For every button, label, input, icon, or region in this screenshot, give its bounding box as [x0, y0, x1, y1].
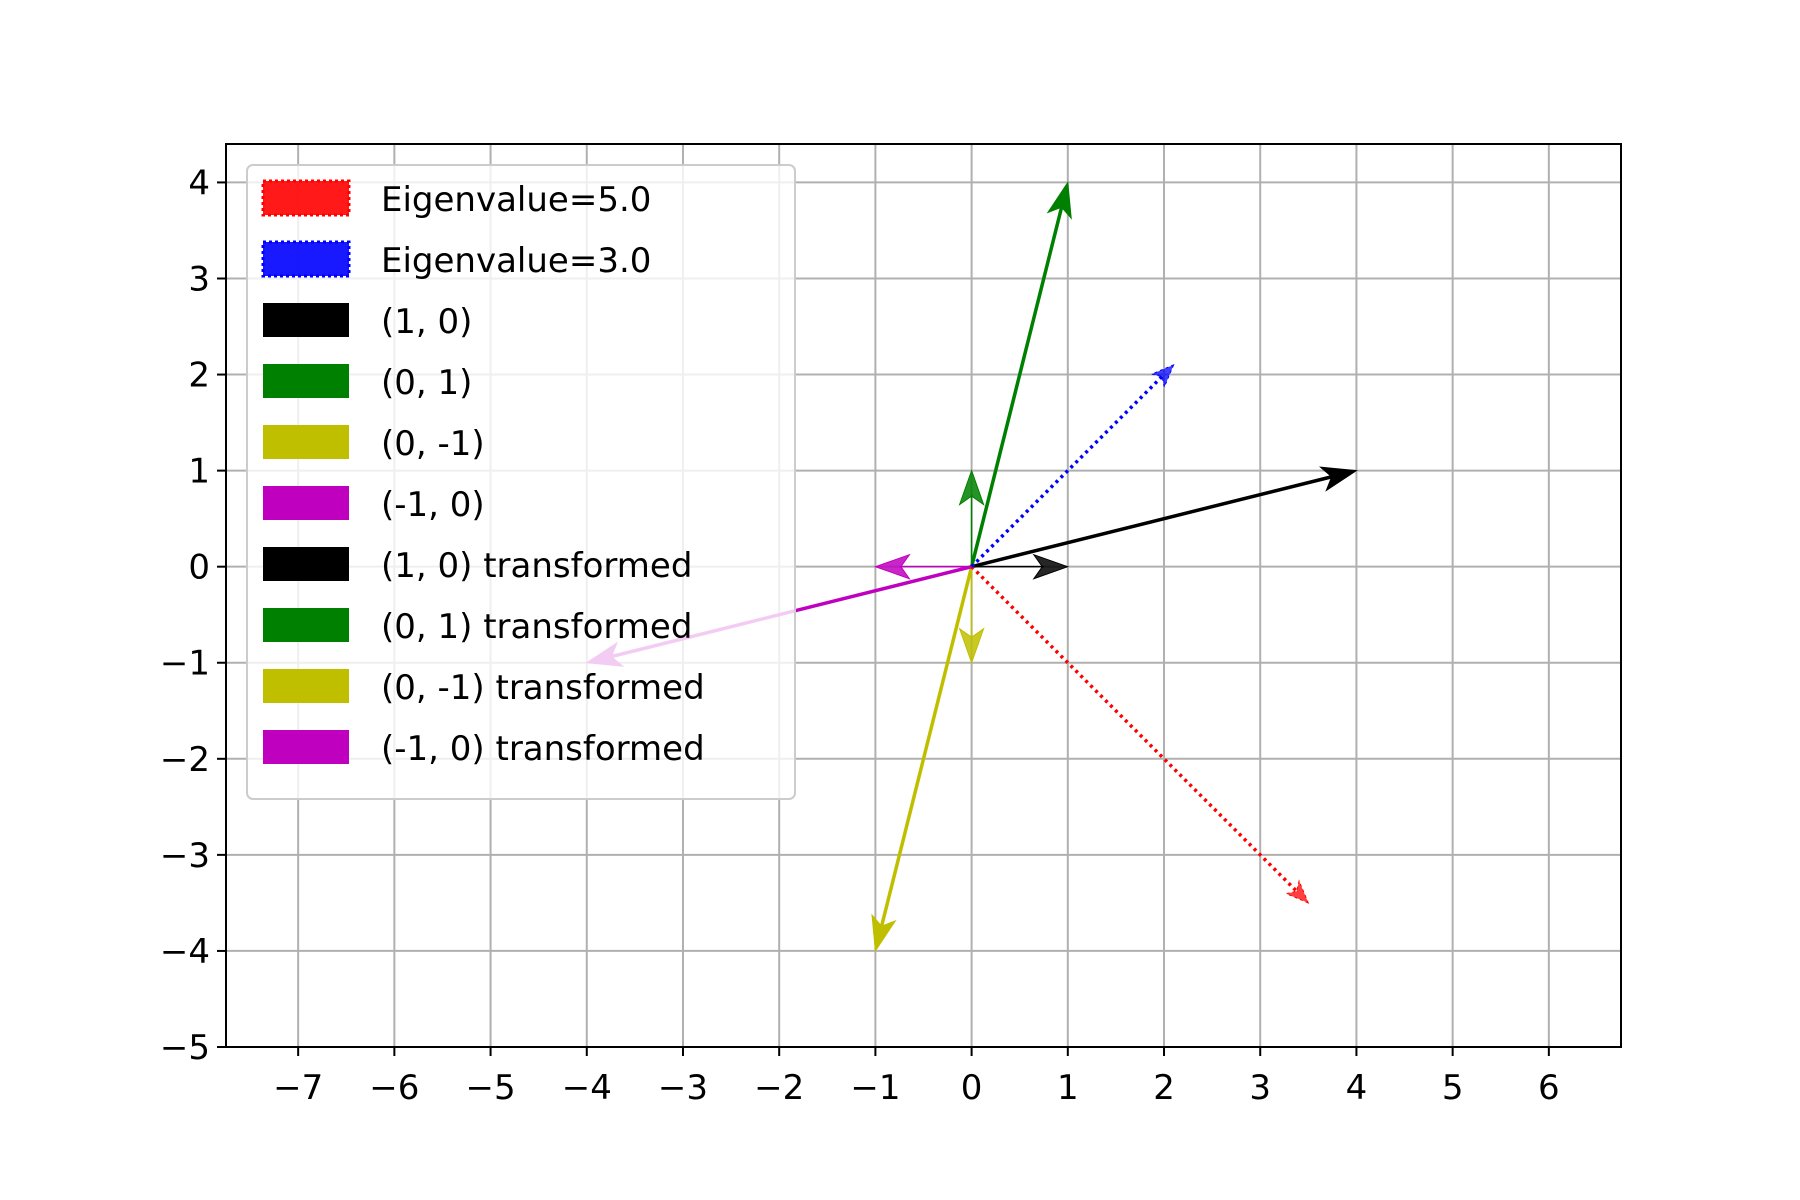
- x-tick-label: −1: [850, 1068, 900, 1108]
- x-tick-label: 4: [1346, 1068, 1368, 1108]
- vector-arrowhead: [1284, 879, 1310, 904]
- vector-arrowhead: [958, 627, 985, 665]
- x-tick-label: 1: [1057, 1068, 1079, 1108]
- legend-label: (0, 1): [381, 363, 472, 403]
- vector-arrowhead: [873, 553, 911, 580]
- legend-swatch: [263, 547, 349, 581]
- legend-swatch: [263, 486, 349, 520]
- y-tick-label: 3: [188, 259, 210, 299]
- vector-2: [971, 553, 1070, 580]
- y-tick-label: −5: [160, 1028, 210, 1068]
- x-tick-label: 0: [961, 1068, 983, 1108]
- x-tick-label: −2: [754, 1068, 804, 1108]
- x-tick-label: −6: [369, 1068, 419, 1108]
- vector-shaft: [971, 474, 1334, 569]
- y-tick-label: 4: [188, 163, 210, 203]
- y-tick-label: −2: [160, 740, 210, 780]
- vector-arrowhead: [1150, 363, 1175, 389]
- legend-label: Eigenvalue=3.0: [381, 241, 651, 281]
- legend-label: (0, 1) transformed: [381, 607, 692, 647]
- legend-label: (1, 0) transformed: [381, 546, 692, 586]
- x-tick-label: 2: [1153, 1068, 1175, 1108]
- vector-5: [873, 553, 972, 580]
- y-tick-label: −4: [160, 932, 210, 972]
- legend-label: (1, 0): [381, 302, 472, 342]
- vector-1: [970, 363, 1175, 568]
- legend: Eigenvalue=5.0 Eigenvalue=3.0 (1, 0) (0, 1)…: [246, 164, 796, 800]
- y-tick-label: 1: [188, 452, 210, 492]
- legend-swatch: [263, 730, 349, 764]
- vector-4: [958, 566, 985, 665]
- legend-label: (-1, 0): [381, 485, 485, 525]
- vector-3: [958, 469, 985, 567]
- plot-frame: [225, 143, 1622, 1048]
- vector-arrowhead: [871, 913, 897, 953]
- vector-0: [970, 565, 1310, 904]
- legend-swatch: [263, 364, 349, 398]
- x-tick-label: −3: [658, 1068, 708, 1108]
- vector-8: [871, 566, 974, 953]
- legend-swatch: [263, 425, 349, 459]
- y-tick-label: 0: [188, 548, 210, 588]
- y-tick-label: 2: [188, 356, 210, 396]
- vector-shaft: [970, 374, 1164, 568]
- legend-swatch: [263, 608, 349, 642]
- legend-box: [246, 164, 796, 800]
- vector-shaft: [879, 566, 974, 929]
- vector-arrowhead: [958, 469, 985, 506]
- legend-label: (0, -1): [381, 424, 485, 464]
- vector-6: [971, 466, 1358, 569]
- vector-shaft: [969, 205, 1064, 568]
- x-tick-label: 3: [1249, 1068, 1271, 1108]
- y-tick-label: −3: [160, 836, 210, 876]
- x-tick-label: −5: [466, 1068, 516, 1108]
- vector-arrowhead: [1032, 553, 1070, 580]
- x-tick-label: −7: [273, 1068, 323, 1108]
- x-tick-label: 6: [1538, 1068, 1560, 1108]
- legend-label: (0, -1) transformed: [381, 668, 705, 708]
- legend-label: Eigenvalue=5.0: [381, 180, 651, 220]
- x-tick-label: −4: [562, 1068, 612, 1108]
- vector-arrowhead: [1318, 466, 1358, 492]
- vector-7: [969, 180, 1072, 568]
- ticks: −7 −6 −5 −4 −3 −2 −1 0 1 2 3 4 5 6 −5 −4 −3 −2 −1 0 1 2 3 4: [160, 163, 1560, 1108]
- y-tick-label: −1: [160, 644, 210, 684]
- legend-swatch: [263, 303, 349, 337]
- legend-label: (-1, 0) transformed: [381, 729, 705, 769]
- legend-swatch: [261, 240, 351, 278]
- legend-swatch: [261, 179, 351, 217]
- vector-arrowhead: [1046, 180, 1072, 220]
- legend-swatch: [263, 669, 349, 703]
- x-tick-label: 5: [1442, 1068, 1464, 1108]
